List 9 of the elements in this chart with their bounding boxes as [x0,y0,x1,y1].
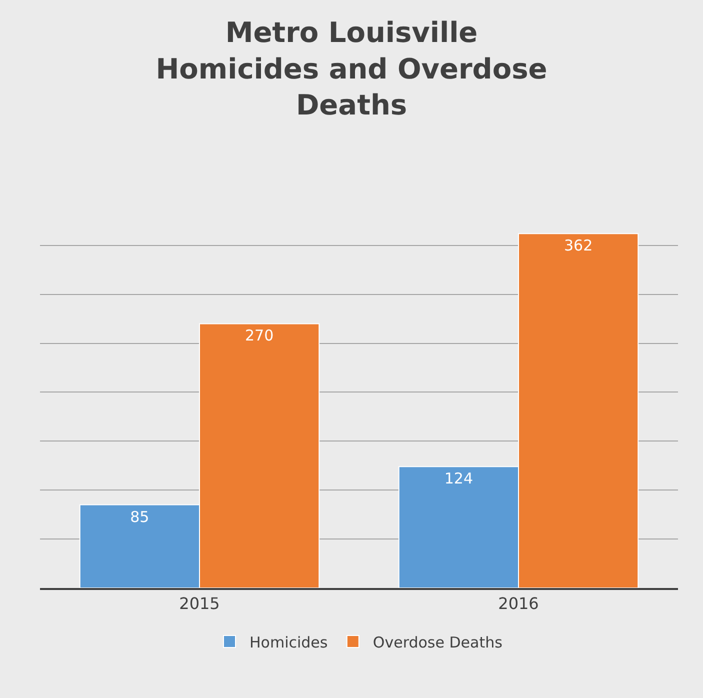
x-tick-label: 2015 [179,594,220,614]
data-label: 362 [564,236,593,255]
legend-label: Overdose Deaths [372,633,503,652]
chart-title: Metro Louisville Homicides and Overdose Deaths [156,16,548,122]
legend-label: Homicides [250,633,328,652]
data-label: 124 [444,470,474,488]
data-label: 85 [130,508,150,526]
data-label: 270 [244,326,274,345]
x-tick-label: 2016 [498,594,539,614]
